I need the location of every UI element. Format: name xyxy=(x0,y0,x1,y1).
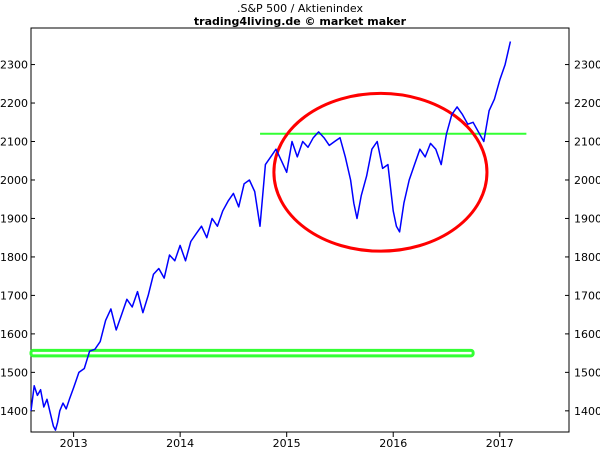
y-tick-label-right: 2000 xyxy=(574,174,600,187)
y-tick-label-left: 2100 xyxy=(0,136,28,149)
plot-frame xyxy=(30,27,570,433)
x-tick-label: 2017 xyxy=(486,437,514,450)
price-series-line xyxy=(30,41,512,431)
y-axis-left: 1400 1500 1600 1700 1800 1900 2000 2100 2200 2300 xyxy=(0,59,35,418)
series-group xyxy=(30,41,512,431)
x-tick-label: 2013 xyxy=(60,437,88,450)
y-tick-label-left: 1800 xyxy=(0,251,28,264)
y-tick-label-left: 2200 xyxy=(0,97,28,110)
x-tick-label: 2016 xyxy=(379,437,407,450)
highlight-ellipse xyxy=(272,91,489,253)
y-tick-label-right: 2200 xyxy=(574,97,600,110)
y-tick-label-right: 1600 xyxy=(574,328,600,341)
x-tick-label: 2014 xyxy=(166,437,194,450)
y-tick-label-right: 2100 xyxy=(574,136,600,149)
chart-title: .S&P 500 / Aktienindex xyxy=(237,2,363,15)
y-tick-label-right: 1500 xyxy=(574,366,600,379)
y-tick-label-left: 1400 xyxy=(0,405,28,418)
y-axis-right: 1400 1500 1600 1700 1800 1900 2000 2100 2200 2300 xyxy=(565,59,600,418)
y-tick-label-left: 1700 xyxy=(0,289,28,302)
y-tick-label-left: 2000 xyxy=(0,174,28,187)
x-axis: 2013 2014 2015 2016 2017 xyxy=(60,432,514,450)
y-tick-label-right: 1700 xyxy=(574,289,600,302)
y-tick-label-right: 1400 xyxy=(574,405,600,418)
y-tick-label-right: 1900 xyxy=(574,212,600,225)
support-band xyxy=(29,348,475,358)
y-tick-label-left: 1600 xyxy=(0,328,28,341)
chart-subtitle: trading4living.de © market maker xyxy=(193,15,407,28)
y-tick-label-right: 2300 xyxy=(574,59,600,72)
annotations xyxy=(29,91,527,358)
x-tick-label: 2015 xyxy=(273,437,301,450)
y-tick-label-left: 2300 xyxy=(0,59,28,72)
y-tick-label-right: 1800 xyxy=(574,251,600,264)
y-tick-label-left: 1900 xyxy=(0,212,28,225)
y-tick-label-left: 1500 xyxy=(0,366,28,379)
